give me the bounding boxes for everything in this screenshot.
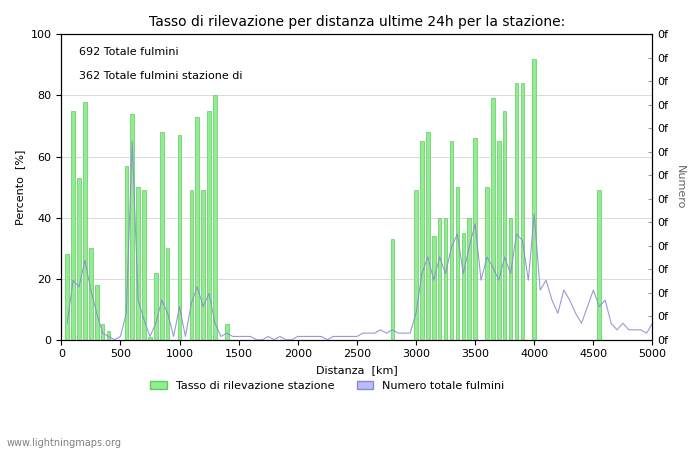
Bar — [497, 141, 500, 340]
Bar — [142, 190, 146, 340]
Bar — [468, 218, 471, 340]
Bar — [195, 117, 199, 340]
Bar — [225, 324, 229, 340]
Bar — [533, 59, 536, 340]
Bar — [130, 114, 134, 340]
Bar — [89, 248, 92, 340]
Text: 692 Totale fulmini: 692 Totale fulmini — [79, 46, 178, 57]
Bar — [71, 111, 75, 340]
Bar — [432, 236, 435, 340]
Bar — [136, 187, 140, 340]
Bar — [456, 187, 459, 340]
Bar — [202, 190, 205, 340]
Bar — [473, 138, 477, 340]
Bar — [521, 83, 524, 340]
Title: Tasso di rilevazione per distanza ultime 24h per la stazione:: Tasso di rilevazione per distanza ultime… — [148, 15, 565, 29]
Bar — [485, 187, 489, 340]
Text: www.lightningmaps.org: www.lightningmaps.org — [7, 438, 122, 448]
Y-axis label: Numero: Numero — [675, 165, 685, 209]
Bar — [503, 111, 506, 340]
Bar — [391, 239, 394, 340]
X-axis label: Distanza  [km]: Distanza [km] — [316, 365, 398, 375]
Bar — [160, 132, 164, 340]
Bar — [77, 178, 80, 340]
Bar — [83, 102, 87, 340]
Text: 362 Totale fulmini stazione di: 362 Totale fulmini stazione di — [79, 71, 242, 81]
Bar — [207, 111, 211, 340]
Bar — [65, 254, 69, 340]
Bar — [461, 233, 465, 340]
Bar — [414, 190, 418, 340]
Bar — [444, 218, 447, 340]
Bar — [95, 285, 99, 340]
Bar — [125, 166, 128, 340]
Bar — [101, 324, 104, 340]
Bar — [509, 218, 512, 340]
Bar — [107, 331, 111, 340]
Bar — [426, 132, 430, 340]
Bar — [154, 273, 158, 340]
Bar — [491, 99, 495, 340]
Y-axis label: Percento  [%]: Percento [%] — [15, 149, 25, 225]
Legend: Tasso di rilevazione stazione, Numero totale fulmini: Tasso di rilevazione stazione, Numero to… — [146, 376, 509, 395]
Bar — [148, 337, 152, 340]
Bar — [598, 190, 601, 340]
Bar — [214, 95, 217, 340]
Bar — [190, 190, 193, 340]
Bar — [420, 141, 424, 340]
Bar — [449, 141, 453, 340]
Bar — [178, 135, 181, 340]
Bar — [166, 248, 169, 340]
Bar — [514, 83, 518, 340]
Bar — [438, 218, 442, 340]
